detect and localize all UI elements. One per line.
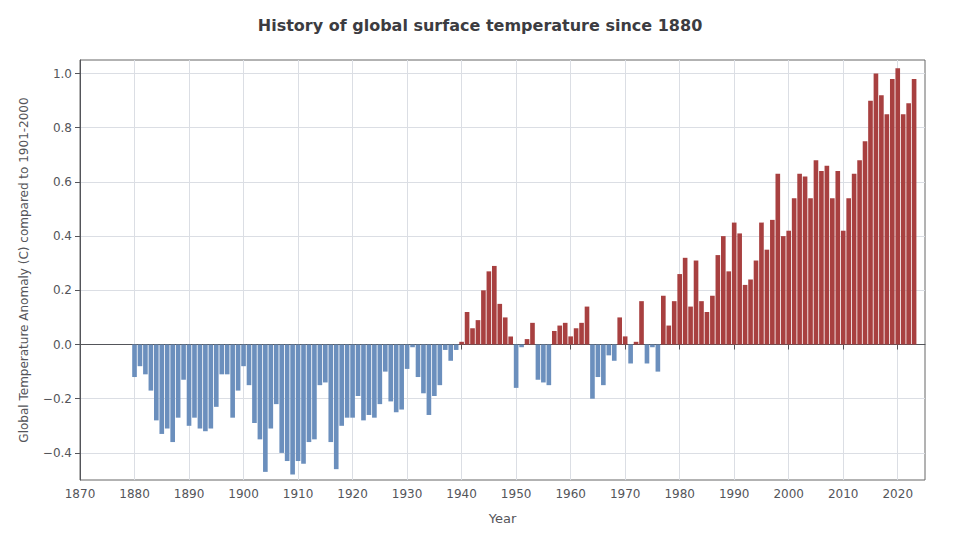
svg-text:0.4: 0.4 [53, 229, 72, 243]
svg-text:1970: 1970 [610, 487, 641, 501]
svg-text:−0.4: −0.4 [43, 446, 72, 460]
svg-text:1980: 1980 [664, 487, 695, 501]
svg-text:1880: 1880 [119, 487, 150, 501]
svg-text:1990: 1990 [719, 487, 750, 501]
svg-text:0.6: 0.6 [53, 175, 72, 189]
svg-text:−0.2: −0.2 [43, 392, 72, 406]
svg-text:0.0: 0.0 [53, 338, 72, 352]
svg-text:1900: 1900 [228, 487, 259, 501]
svg-text:1930: 1930 [392, 487, 423, 501]
svg-text:Year: Year [488, 511, 517, 526]
svg-text:2020: 2020 [882, 487, 913, 501]
svg-text:Global Temperature Anomaly (C): Global Temperature Anomaly (C) compared … [17, 97, 31, 442]
svg-text:1890: 1890 [174, 487, 205, 501]
svg-text:0.8: 0.8 [53, 121, 72, 135]
svg-text:0.2: 0.2 [53, 283, 72, 297]
svg-text:1940: 1940 [446, 487, 477, 501]
svg-text:1870: 1870 [65, 487, 96, 501]
svg-text:1.0: 1.0 [53, 67, 72, 81]
svg-text:2000: 2000 [773, 487, 804, 501]
svg-text:1960: 1960 [555, 487, 586, 501]
svg-text:History of global surface temp: History of global surface temperature si… [258, 16, 703, 35]
svg-text:1950: 1950 [501, 487, 532, 501]
svg-text:2010: 2010 [828, 487, 859, 501]
svg-text:1910: 1910 [283, 487, 314, 501]
svg-text:1920: 1920 [337, 487, 368, 501]
